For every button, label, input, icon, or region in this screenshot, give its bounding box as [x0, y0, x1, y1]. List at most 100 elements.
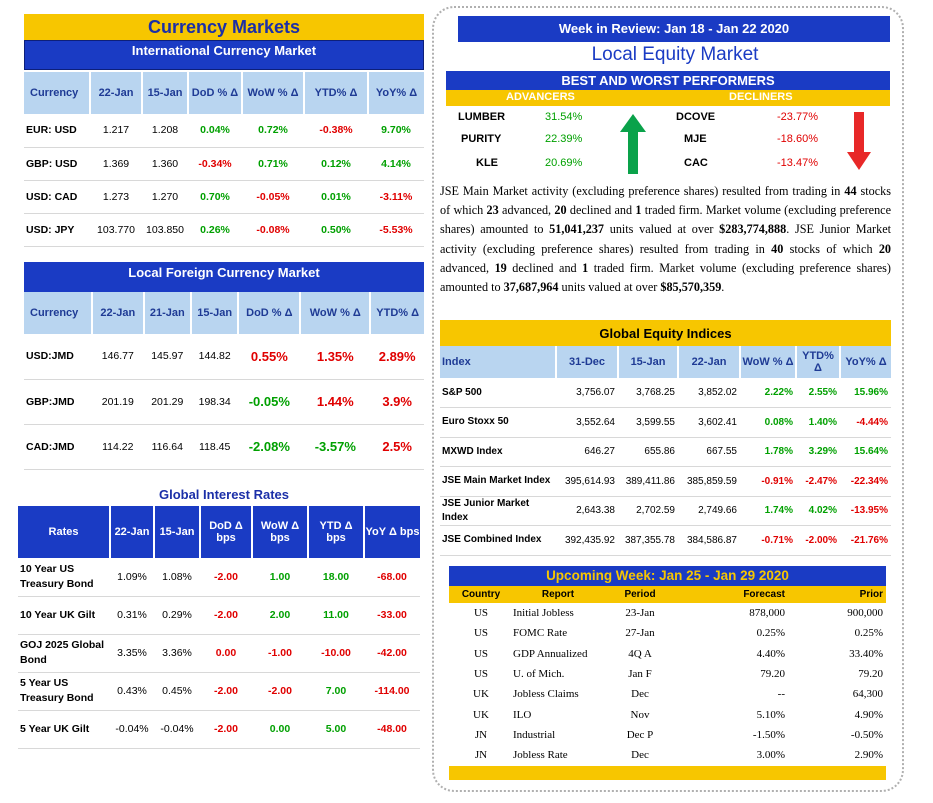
col-header: Rates	[18, 506, 111, 558]
table-row: JN Industrial Dec P -1.50% -0.50%	[449, 725, 886, 745]
cell: 198.34	[190, 379, 239, 425]
cell: 2,702.59	[618, 496, 678, 526]
cell: 1.40%	[796, 407, 840, 438]
advancer-name: KLE	[476, 157, 498, 169]
cell: 2.22%	[740, 378, 796, 408]
cell: 0.01%	[304, 180, 368, 214]
cell: 79.20	[858, 668, 883, 681]
table-row: USD:JMD 146.77 145.97 144.82 0.55% 1.35%…	[24, 334, 424, 380]
cell: -22.34%	[840, 466, 891, 497]
cell: -4.44%	[840, 407, 891, 438]
interest-rates-title: Global Interest Rates	[158, 487, 290, 502]
interest-rates-table: Rates 22-Jan 15-Jan DoD Δ bps WoW Δ bps …	[18, 506, 420, 749]
cell: 2.90%	[854, 749, 883, 762]
cell: 0.72%	[242, 114, 304, 148]
currency-markets-title: Currency Markets	[24, 14, 424, 40]
cell: 2.5%	[370, 424, 424, 470]
cell: -33.00	[364, 596, 420, 635]
table-row: US U. of Mich. Jan F 79.20 79.20	[449, 664, 886, 684]
cell: 15.64%	[840, 437, 891, 467]
col-header: Period	[603, 586, 677, 603]
cell: 655.86	[618, 437, 678, 467]
local-equity-title: Local Equity Market	[591, 44, 759, 65]
cell: 18.00	[308, 558, 364, 597]
cell: 33.40%	[849, 647, 883, 660]
advancer-name: PURITY	[461, 133, 502, 145]
cell: -68.00	[364, 558, 420, 597]
cell: 0.55%	[238, 334, 301, 380]
col-header: YoY% Δ	[840, 346, 891, 378]
cell: 4Q A	[628, 647, 652, 660]
up-arrow-icon	[620, 114, 646, 174]
cell: 1.00	[252, 558, 308, 597]
cell: 4.02%	[796, 496, 840, 526]
cell: 384,586.87	[678, 525, 740, 556]
cell: 10 Year US Treasury Bond	[18, 558, 110, 597]
col-header: DoD Δ bps	[200, 506, 253, 558]
cell: 0.00	[200, 634, 252, 673]
cell: 0.00	[252, 710, 308, 749]
advancers-label: ADVANCERS	[506, 91, 575, 103]
col-header: 21-Jan	[143, 292, 192, 334]
cell: 114.22	[92, 424, 144, 470]
cell: 3,768.25	[618, 378, 678, 408]
col-header: YTD% Δ	[796, 346, 841, 378]
cell: 3,552.64	[556, 407, 618, 438]
cell: Jobless Claims	[513, 688, 579, 701]
decliner-pct: -13.47%	[777, 157, 818, 169]
cell: 103.770	[90, 213, 142, 247]
cell: 201.29	[143, 379, 191, 425]
table-row: MXWD Index 646.27 655.86 667.55 1.78% 3.…	[440, 437, 891, 467]
cell: -114.00	[364, 672, 420, 711]
advancer-pct: 20.69%	[545, 157, 583, 169]
col-header: 15-Jan	[190, 292, 240, 334]
decliner-pct: -23.77%	[777, 111, 818, 123]
cell: 2.55%	[796, 378, 840, 408]
cell: UK	[473, 688, 489, 701]
cell: -48.00	[364, 710, 420, 749]
cell: 1.217	[90, 114, 142, 148]
cell: U. of Mich.	[513, 668, 565, 681]
cell: -2.00	[200, 558, 252, 597]
cell: 667.55	[678, 437, 740, 467]
cell: 1.208	[142, 114, 188, 148]
cell: 23-Jan	[625, 607, 655, 620]
cell: -0.04%	[154, 710, 200, 749]
col-header: 22-Jan	[110, 506, 155, 558]
cell: 5 Year US Treasury Bond	[18, 672, 110, 711]
col-header: WoW % Δ	[740, 346, 797, 378]
cell: 4.90%	[854, 708, 883, 721]
col-header: YTD Δ bps	[308, 506, 365, 558]
col-header: DoD % Δ	[238, 292, 302, 334]
cell: -21.76%	[840, 525, 891, 556]
cell: 1.369	[90, 147, 142, 181]
cell: 10 Year UK Gilt	[18, 596, 110, 635]
cell: 0.70%	[188, 180, 242, 214]
cell: GOJ 2025 Global Bond	[18, 634, 110, 673]
cell: US	[473, 668, 489, 681]
col-header: WoW % Δ	[242, 72, 305, 114]
cell: 145.97	[143, 334, 191, 380]
cell: UK	[473, 708, 489, 721]
cell: US	[473, 607, 489, 620]
col-header: Report	[513, 586, 603, 603]
cell: -0.04%	[110, 710, 154, 749]
cell: US	[473, 647, 489, 660]
cell: -13.95%	[840, 496, 891, 526]
col-header: Currency	[24, 292, 94, 334]
international-currency-table: Currency 22-Jan 15-Jan DoD % Δ WoW % Δ Y…	[24, 72, 424, 247]
cell: 9.70%	[368, 114, 424, 148]
cell: -0.05%	[238, 379, 301, 425]
cell: -0.71%	[740, 525, 796, 556]
table-row: Euro Stoxx 50 3,552.64 3,599.55 3,602.41…	[440, 407, 891, 438]
cell: 4.40%	[756, 647, 785, 660]
table-row: 10 Year UK Gilt 0.31% 0.29% -2.00 2.00 1…	[18, 596, 420, 635]
cell: -0.08%	[242, 213, 304, 247]
table-row: GBP:JMD 201.19 201.29 198.34 -0.05% 1.44…	[24, 379, 424, 425]
cell: 3.9%	[370, 379, 424, 425]
col-header: 22-Jan	[678, 346, 741, 378]
cell: 387,355.78	[618, 525, 678, 556]
cell: 5.00	[308, 710, 364, 749]
cell: 0.12%	[304, 147, 368, 181]
cell: JN	[474, 749, 488, 762]
